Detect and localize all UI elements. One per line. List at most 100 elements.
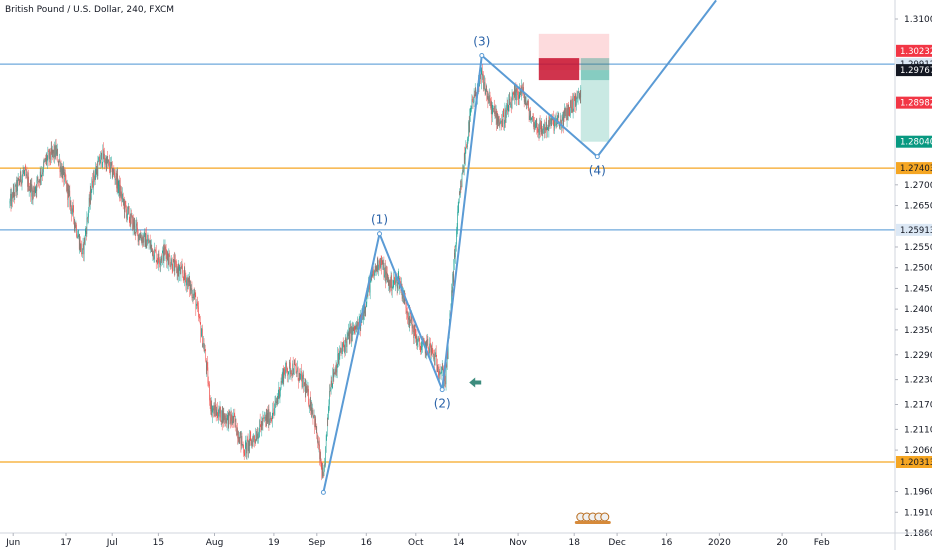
candle-body	[400, 281, 401, 283]
candle-body	[559, 123, 561, 128]
candle-body	[98, 156, 100, 162]
candle-body	[281, 381, 282, 383]
candle-body	[102, 162, 103, 166]
candle-body	[484, 82, 486, 95]
candle-body	[440, 372, 442, 374]
candle-body	[82, 248, 83, 255]
candle-body	[237, 437, 239, 439]
candle-body	[498, 117, 499, 124]
candle-body	[228, 413, 229, 427]
candle-body	[306, 386, 308, 393]
candle-body	[158, 253, 160, 261]
candle-body	[94, 174, 96, 181]
candle-body	[181, 265, 183, 269]
wave-node[interactable]	[320, 489, 326, 495]
candle-body	[299, 373, 300, 375]
candle-body	[523, 93, 525, 102]
event-badge-icon[interactable]	[600, 512, 610, 522]
candle-body	[131, 215, 133, 217]
candle-body	[125, 200, 126, 206]
candle-body	[324, 463, 326, 465]
candle-body	[510, 103, 512, 105]
candle-body	[214, 405, 215, 417]
candle-body	[517, 91, 518, 96]
candle-body	[363, 310, 364, 320]
arrow-marker-icon[interactable]	[469, 377, 482, 388]
candle-body	[51, 147, 52, 153]
candle-body	[199, 317, 200, 318]
candle-body	[232, 416, 233, 424]
candle-body	[342, 343, 344, 346]
price-tag	[896, 162, 932, 175]
candle-body	[569, 109, 570, 110]
candle-body	[12, 189, 14, 202]
elliott-wave-line[interactable]	[322, 0, 717, 493]
candle-body	[62, 169, 63, 179]
candle-body	[280, 387, 281, 392]
candle-body	[244, 455, 245, 456]
candle-body	[428, 348, 430, 354]
price-tag	[896, 223, 932, 236]
y-tick-label: 1.21100	[904, 425, 932, 435]
candle-body	[423, 338, 425, 342]
y-tick-label: 1.22900	[904, 351, 932, 361]
candle-body	[246, 439, 248, 454]
candle-body	[302, 375, 303, 388]
x-tick-label: Sep	[308, 538, 325, 548]
candle-body	[75, 224, 77, 228]
position-entry-box[interactable]	[538, 58, 580, 81]
candle-body	[439, 371, 441, 374]
candle-body	[186, 280, 187, 286]
wave-node[interactable]	[377, 231, 382, 237]
candle-body	[240, 431, 242, 446]
wave-node[interactable]	[439, 387, 445, 393]
candle-body	[488, 96, 490, 104]
candle-body	[27, 176, 29, 187]
candle-body	[501, 126, 503, 127]
candle-body	[579, 93, 580, 99]
candle-body	[351, 326, 353, 335]
candle-body	[480, 75, 481, 83]
candle-body	[547, 125, 549, 129]
candle-body	[406, 307, 407, 313]
candle-body	[544, 124, 545, 134]
wave-label: (1)	[371, 213, 388, 227]
candle-body	[533, 122, 535, 127]
candle-body	[83, 243, 84, 255]
candle-body	[254, 440, 256, 442]
candle-body	[212, 408, 214, 411]
candle-body	[19, 181, 20, 184]
candle-body	[377, 258, 378, 271]
candle-body	[571, 98, 573, 113]
candle-body	[162, 247, 164, 253]
candle-body	[96, 167, 98, 175]
wave-node[interactable]	[479, 52, 485, 58]
candle-body	[412, 324, 414, 332]
candle-body	[121, 191, 122, 200]
candle-body	[270, 417, 272, 420]
candle-body	[68, 188, 69, 192]
candle-body	[171, 259, 172, 264]
candle-body	[255, 435, 256, 442]
candle-body	[297, 367, 299, 380]
wave-node[interactable]	[594, 154, 600, 160]
candle-body	[135, 225, 137, 233]
candle-body	[45, 156, 47, 162]
candle-body	[9, 200, 11, 204]
position-target-zone[interactable]	[580, 70, 610, 142]
candle-body	[199, 317, 201, 324]
candle-body	[388, 276, 389, 286]
candle-body	[33, 190, 34, 192]
candle-body	[60, 166, 62, 175]
candle-body	[16, 180, 17, 193]
candle-body	[504, 120, 505, 124]
y-tick-label: 1.25500	[904, 243, 932, 253]
candle-body	[180, 268, 182, 275]
candle-body	[404, 297, 406, 305]
y-tick-label: 1.18600	[904, 529, 932, 539]
candle-body	[36, 188, 37, 192]
candle-body	[118, 186, 119, 190]
candle-body	[55, 145, 57, 155]
candle-body	[243, 447, 244, 454]
candle-body	[339, 352, 340, 360]
